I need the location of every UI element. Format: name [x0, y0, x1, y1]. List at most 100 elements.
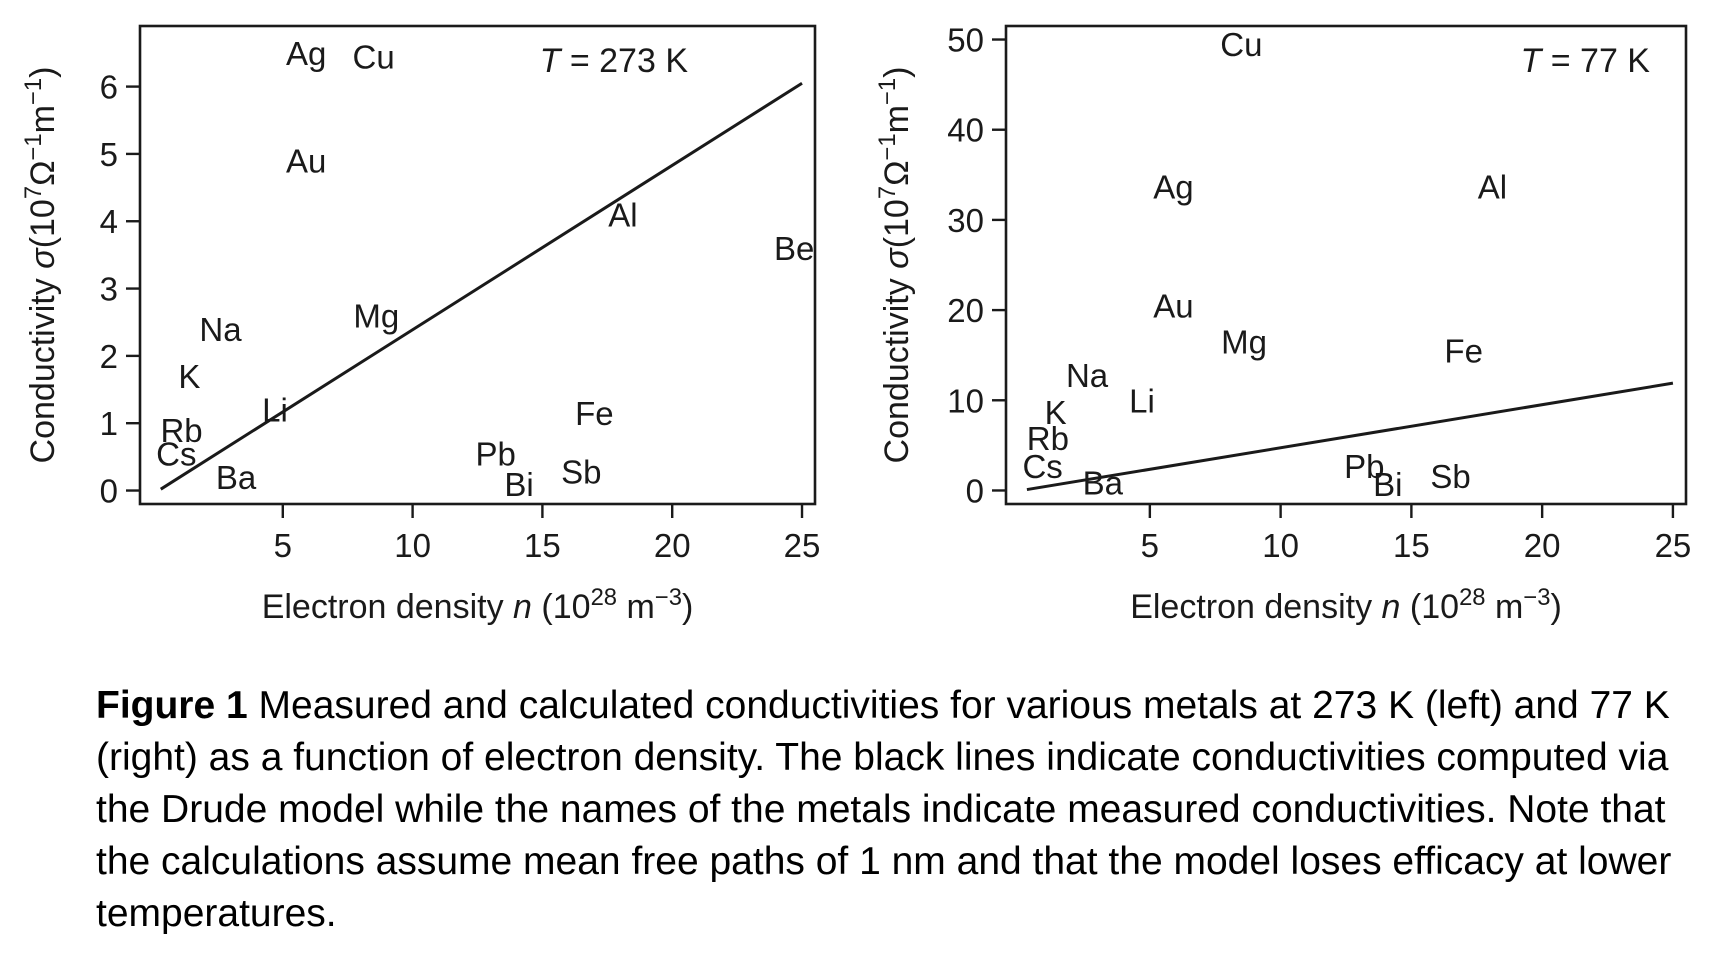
metal-label-sb: Sb: [561, 454, 601, 491]
x-tick-label: 15: [524, 527, 561, 564]
metal-label-al: Al: [608, 197, 637, 234]
x-tick-label: 25: [1655, 527, 1692, 564]
y-tick-label: 20: [947, 292, 984, 329]
y-axis-label-exp: 7: [20, 186, 47, 199]
metal-label-pb: Pb: [1344, 448, 1384, 485]
metal-label-mg: Mg: [353, 297, 399, 334]
temperature-symbol: T: [540, 42, 563, 80]
metal-label-au: Au: [286, 143, 326, 180]
metal-label-k: K: [178, 358, 200, 395]
temperature-value: = 273 K: [560, 42, 688, 80]
x-axis-label-close: ): [1550, 588, 1561, 626]
y-axis-label-text: Conductivity: [878, 269, 916, 464]
metal-label-pb: Pb: [475, 436, 515, 473]
y-axis-label-exp: 7: [874, 186, 901, 199]
metal-label-ag: Ag: [286, 35, 326, 72]
x-axis-label-var: n: [1382, 588, 1401, 626]
y-axis-label-exp: −1: [20, 133, 47, 160]
y-tick-label: 0: [100, 473, 118, 510]
metal-label-cu: Cu: [353, 38, 395, 75]
metal-label-au: Au: [1153, 288, 1193, 325]
y-tick-label: 4: [100, 203, 118, 240]
x-axis-label-unit: m: [617, 588, 655, 626]
x-axis-label: Electron density n (1028 m−3): [1130, 584, 1562, 627]
y-axis-label-unit: Ω: [24, 160, 62, 185]
plot-frame: [138, 24, 817, 506]
metal-label-ag: Ag: [1153, 169, 1193, 206]
metal-label-ba: Ba: [216, 459, 257, 496]
y-tick-label: 6: [100, 69, 118, 106]
y-axis-label-var: σ: [878, 247, 916, 269]
x-tick-label: 10: [394, 527, 431, 564]
y-tick-label: 30: [947, 202, 984, 239]
y-axis-label-text: Conductivity: [24, 269, 62, 464]
metal-label-li: Li: [262, 392, 288, 429]
x-axis-label-text: Electron density: [262, 588, 513, 626]
y-tick-label: 40: [947, 112, 984, 149]
y-axis-label-close: ): [878, 67, 916, 78]
y-axis-label-unit: m: [24, 105, 62, 133]
metal-label-sb: Sb: [1430, 458, 1470, 495]
x-tick-label: 10: [1262, 527, 1299, 564]
metal-label-bi: Bi: [504, 466, 533, 503]
plot-frame: [1004, 24, 1688, 506]
temperature-symbol: T: [1521, 42, 1544, 80]
x-axis-label-open: (10: [532, 588, 591, 626]
x-axis-label: Electron density n (1028 m−3): [262, 584, 694, 627]
y-axis-label-var: σ: [24, 247, 62, 269]
y-axis-label-open: (10: [878, 199, 916, 248]
x-tick-label: 20: [654, 527, 691, 564]
y-axis-label: Conductivity σ(107Ω−1m−1): [874, 67, 917, 464]
metal-label-na: Na: [1066, 357, 1109, 394]
y-tick-label: 2: [100, 338, 118, 375]
metal-label-k: K: [1045, 394, 1067, 431]
caption-label: Figure 1: [96, 684, 248, 727]
x-axis-label-close: ): [682, 588, 693, 626]
y-axis-label-exp: −1: [20, 78, 47, 105]
metal-label-fe: Fe: [1444, 333, 1483, 370]
x-axis-label-text: Electron density: [1130, 588, 1381, 626]
y-tick-label: 10: [947, 382, 984, 419]
x-axis-label-exp: 28: [591, 584, 617, 611]
y-tick-label: 1: [100, 405, 118, 442]
drude-model-line: [1026, 381, 1674, 492]
y-axis-label-open: (10: [24, 199, 62, 248]
x-axis-label-var: n: [513, 588, 532, 626]
y-axis-label-close: ): [24, 67, 62, 78]
y-axis-label-exp: −1: [874, 133, 901, 160]
x-tick-label: 25: [784, 527, 821, 564]
metal-label-fe: Fe: [575, 395, 614, 432]
temperature-value: = 77 K: [1541, 42, 1650, 80]
metal-label-mg: Mg: [1221, 324, 1267, 361]
x-tick-label: 5: [274, 527, 292, 564]
y-axis-label: Conductivity σ(107Ω−1m−1): [20, 67, 63, 464]
metal-label-be: Be: [774, 230, 814, 267]
y-axis-label-exp: −1: [874, 78, 901, 105]
x-axis-label-exp: −3: [1523, 584, 1550, 611]
metal-label-bi: Bi: [1373, 466, 1402, 503]
caption-text: Measured and calculated conductivities f…: [96, 684, 1672, 935]
metal-label-al: Al: [1478, 169, 1507, 206]
y-axis-label-unit: Ω: [878, 160, 916, 185]
metal-label-rb: Rb: [160, 412, 202, 449]
y-tick-label: 3: [100, 271, 118, 308]
metal-label-ba: Ba: [1083, 464, 1124, 501]
x-axis-label-exp: −3: [655, 584, 682, 611]
figure-caption: Figure 1 Measured and calculated conduct…: [96, 680, 1686, 940]
x-tick-label: 15: [1393, 527, 1430, 564]
y-tick-label: 5: [100, 136, 118, 173]
x-axis-label-unit: m: [1486, 588, 1524, 626]
temperature-annotation: T = 273 K: [540, 42, 689, 80]
metal-label-cs: Cs: [156, 436, 196, 473]
metal-label-na: Na: [199, 311, 242, 348]
metal-label-rb: Rb: [1027, 420, 1069, 457]
metal-label-cs: Cs: [1022, 448, 1062, 485]
x-axis-label-exp: 28: [1459, 584, 1485, 611]
x-tick-label: 5: [1141, 527, 1159, 564]
metal-label-cu: Cu: [1220, 26, 1262, 63]
y-tick-label: 50: [947, 22, 984, 59]
y-tick-label: 0: [966, 472, 984, 509]
